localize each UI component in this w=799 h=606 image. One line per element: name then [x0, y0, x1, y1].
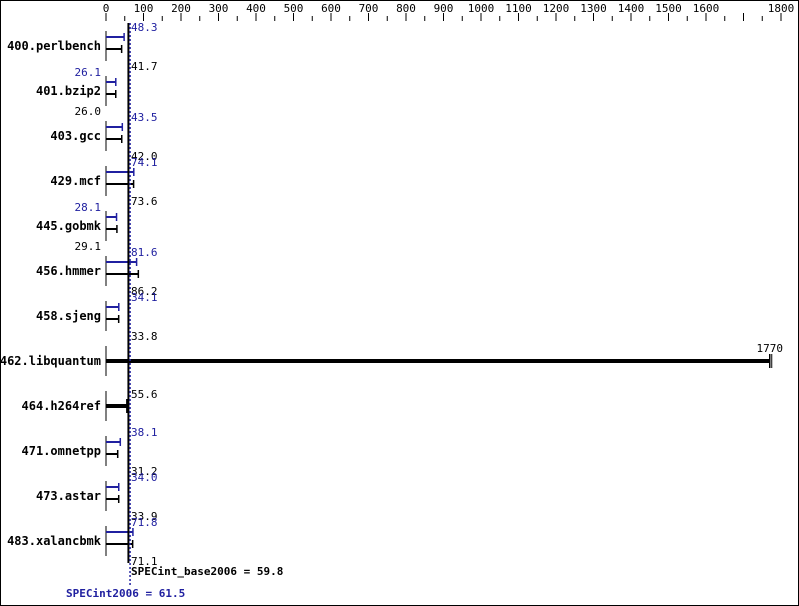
base-value-label: 86.2	[131, 285, 158, 298]
base-value-label: 33.8	[131, 330, 158, 343]
x-tick-label: 800	[396, 2, 416, 15]
benchmark-label: 458.sjeng	[36, 309, 101, 323]
x-tick-label: 700	[359, 2, 379, 15]
peak-value-label: 48.3	[131, 21, 158, 34]
peak-value-label: 34.0	[131, 471, 158, 484]
base-summary-label: SPECint_base2006 = 59.8	[131, 565, 283, 578]
x-tick-label: 1600	[693, 2, 720, 15]
x-tick-label: 600	[321, 2, 341, 15]
x-tick-label: 1400	[618, 2, 645, 15]
peak-value-label: 71.8	[131, 516, 158, 529]
benchmark-label: 473.astar	[36, 489, 101, 503]
peak-value-label: 81.6	[131, 246, 158, 259]
benchmark-label: 403.gcc	[50, 129, 101, 143]
peak-summary-label: SPECint2006 = 61.5	[66, 587, 185, 600]
benchmark-label: 462.libquantum	[1, 354, 101, 368]
base-value-label: 31.2	[131, 465, 158, 478]
x-tick-label: 900	[434, 2, 454, 15]
base-value-label: 42.0	[131, 150, 158, 163]
benchmark-label: 464.h264ref	[22, 399, 101, 413]
base-value-label: 1770	[757, 342, 784, 355]
x-tick-label: 1200	[543, 2, 570, 15]
x-tick-label: 200	[171, 2, 191, 15]
base-value-label: 33.9	[131, 510, 158, 523]
peak-value-label: 74.1	[131, 156, 158, 169]
x-tick-label: 300	[209, 2, 229, 15]
peak-value-label: 38.1	[131, 426, 158, 439]
base-value-label: 73.6	[131, 195, 158, 208]
x-tick-label: 1000	[468, 2, 495, 15]
peak-value-label: 28.1	[75, 201, 102, 214]
x-tick-label: 1500	[655, 2, 682, 15]
peak-value-label: 34.1	[131, 291, 158, 304]
base-value-label: 29.1	[75, 240, 102, 253]
base-value-label: 71.1	[131, 555, 158, 568]
peak-value-label: 26.1	[75, 66, 102, 79]
benchmark-label: 429.mcf	[50, 174, 101, 188]
benchmark-label: 401.bzip2	[36, 84, 101, 98]
benchmark-label: 471.omnetpp	[22, 444, 101, 458]
x-tick-label: 100	[134, 2, 154, 15]
benchmark-label: 483.xalancbmk	[7, 534, 102, 548]
x-tick-label: 1800	[768, 2, 795, 15]
x-tick-label: 1300	[580, 2, 607, 15]
x-tick-label: 0	[103, 2, 110, 15]
x-tick-label: 1100	[505, 2, 532, 15]
benchmark-label: 400.perlbench	[7, 39, 101, 53]
x-tick-label: 400	[246, 2, 266, 15]
benchmark-label: 445.gobmk	[36, 219, 102, 233]
base-value-label: 41.7	[131, 60, 158, 73]
x-tick-label: 500	[284, 2, 304, 15]
peak-value-label: 43.5	[131, 111, 158, 124]
base-value-label: 26.0	[75, 105, 102, 118]
benchmark-label: 456.hmmer	[36, 264, 101, 278]
base-value-label: 55.6	[131, 388, 158, 401]
